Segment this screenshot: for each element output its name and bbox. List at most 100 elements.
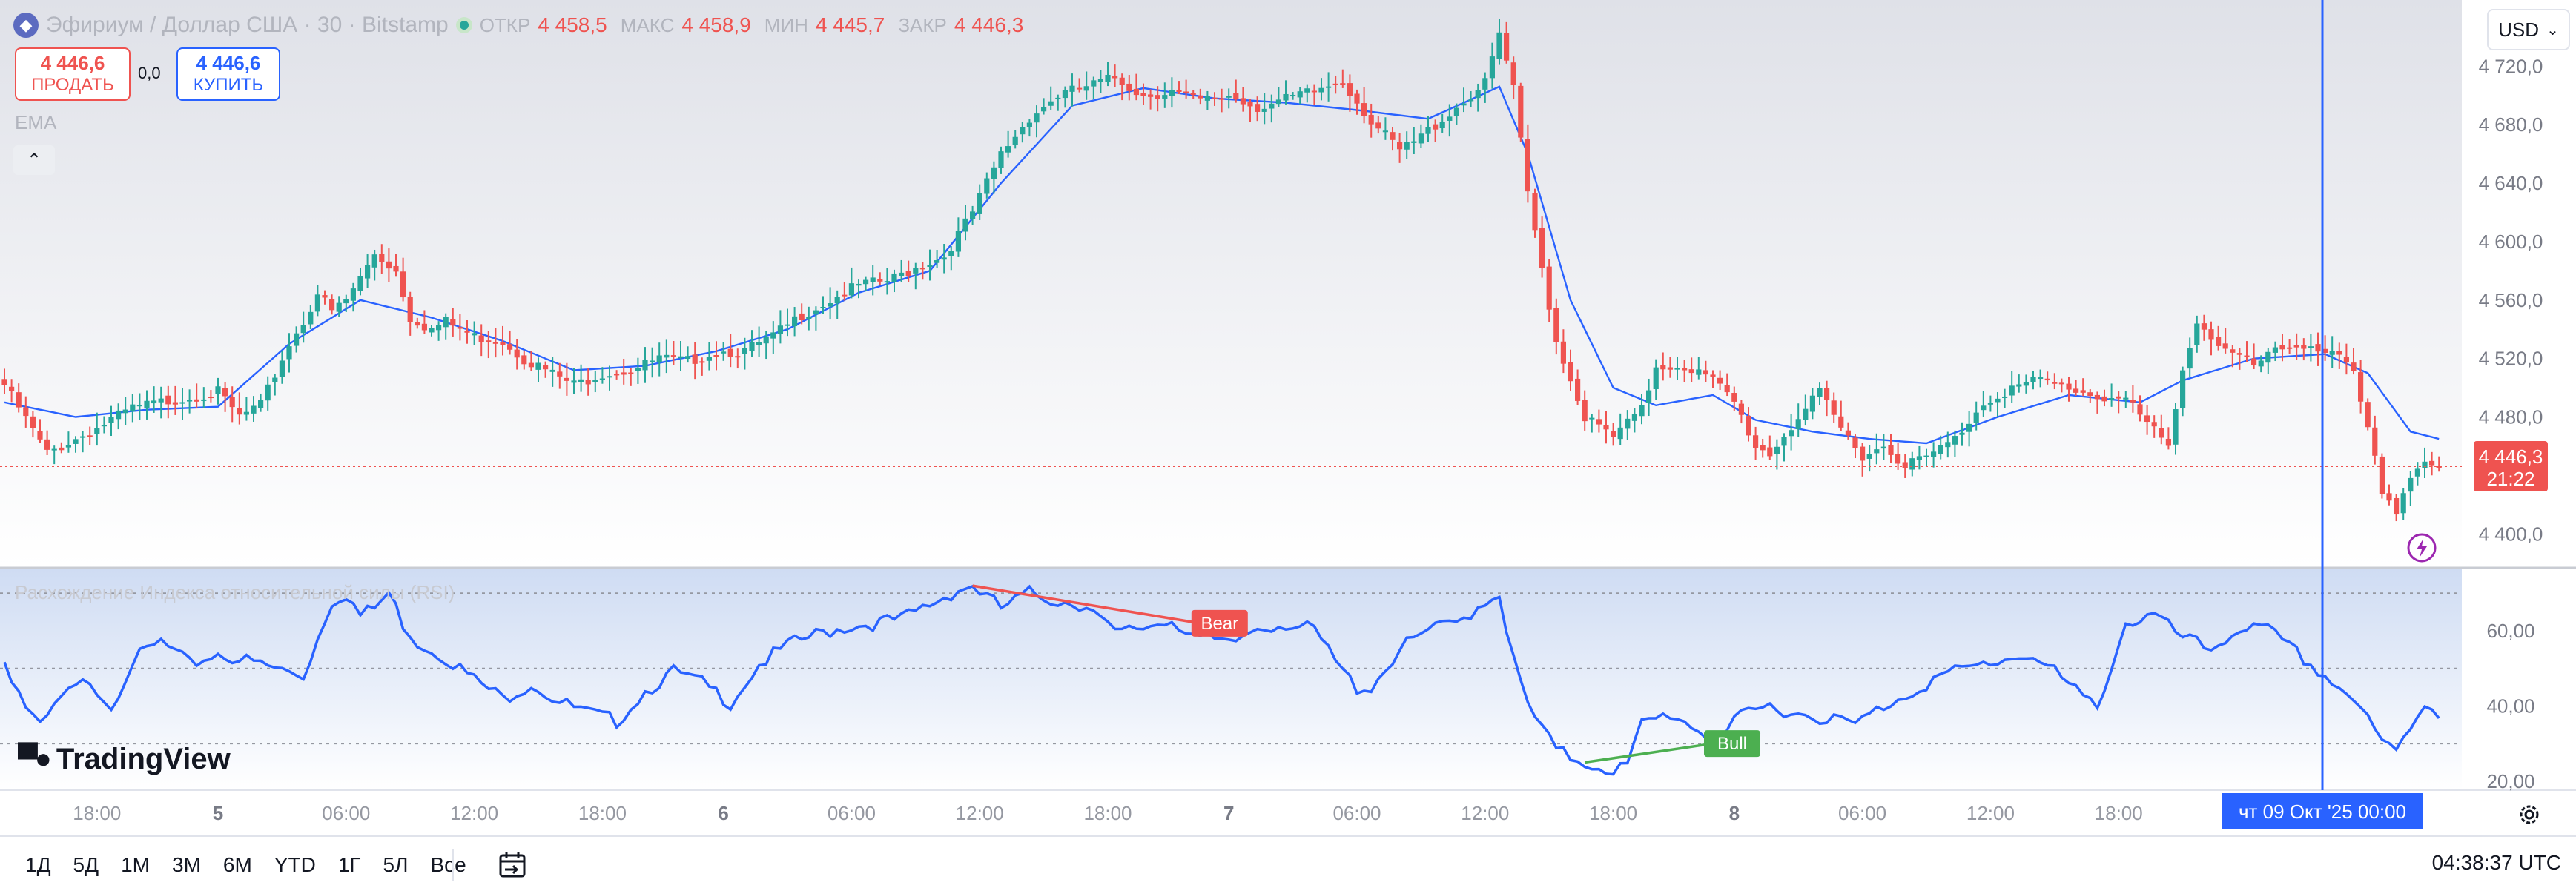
utc-clock[interactable]: 04:38:37 UTC — [2431, 851, 2561, 874]
candle — [742, 337, 747, 370]
candle-body — [535, 362, 541, 370]
range-button[interactable]: Все — [430, 853, 466, 876]
time-axis[interactable]: 18:00 5 06:00 12:00 18:00 6 06:00 12:00 18:00 7 06… — [73, 793, 2423, 829]
spread-value: 0,0 — [138, 64, 161, 82]
candle — [1795, 403, 1801, 437]
candle — [913, 262, 919, 290]
gear-icon[interactable] — [2517, 802, 2542, 827]
candle — [891, 269, 897, 293]
candle-body — [1902, 462, 1908, 468]
candle-body — [806, 317, 812, 319]
range-button[interactable]: 1Г — [337, 853, 361, 876]
candle — [1255, 96, 1261, 122]
currency-select[interactable]: USD ⌄ — [2487, 9, 2570, 50]
candle-body — [1119, 77, 1125, 85]
rsi-axis[interactable]: 60,00 40,00 20,00 — [2486, 620, 2534, 792]
candle — [2236, 348, 2242, 370]
candle — [919, 262, 925, 280]
candle-body — [1703, 370, 1708, 375]
candle-body — [279, 360, 285, 377]
candle-body — [1275, 99, 1281, 105]
sell-button[interactable]: 4 446,6 ПРОДАТЬ — [15, 47, 131, 101]
candle-body — [1169, 90, 1175, 96]
flash-icon[interactable] — [2407, 533, 2437, 563]
time-tick-label: 06:00 — [1838, 802, 1886, 824]
candle — [1646, 378, 1652, 417]
candle — [721, 342, 727, 361]
candle — [51, 446, 57, 465]
candle — [984, 172, 990, 199]
range-button[interactable]: YTD — [274, 853, 316, 876]
candle-body — [721, 351, 727, 354]
bear-label: Bear — [1201, 614, 1238, 634]
candle — [1005, 130, 1011, 158]
candle-body — [813, 310, 819, 315]
tradingview-logo[interactable]: ▀● TradingView — [18, 743, 231, 776]
candle — [1340, 69, 1346, 88]
candle — [2180, 366, 2186, 417]
candle-body — [970, 211, 976, 219]
ethereum-icon: ◆ — [13, 13, 39, 38]
candle — [692, 342, 698, 380]
candle — [2308, 334, 2314, 362]
rsi-legend[interactable]: Расхождение Индекса относительной силы (… — [15, 581, 455, 603]
candle — [1959, 422, 1965, 446]
candle-body — [1688, 369, 1694, 374]
candle-body — [656, 355, 662, 362]
candle-body — [977, 193, 982, 214]
candle-body — [785, 324, 790, 326]
candle — [941, 243, 947, 274]
candle-body — [1048, 101, 1054, 106]
candle-body — [2151, 422, 2157, 427]
candle-body — [1696, 369, 1702, 375]
candle-body — [941, 257, 947, 260]
candle-body — [1020, 127, 1026, 135]
candle-body — [1803, 408, 1809, 420]
buy-button[interactable]: 4 446,6 КУПИТЬ — [176, 47, 280, 101]
candle — [1546, 259, 1552, 322]
candle — [1418, 124, 1424, 148]
range-button[interactable]: 1Д — [25, 853, 51, 876]
candle — [535, 357, 541, 382]
candle-body — [2116, 396, 2121, 399]
collapse-legend-button[interactable]: ⌃ — [13, 145, 55, 175]
candle — [1803, 394, 1809, 426]
candle — [2151, 415, 2157, 438]
ema-legend[interactable]: EMA — [15, 111, 57, 133]
calendar-range-icon[interactable] — [498, 850, 527, 880]
candle-body — [2265, 351, 2271, 363]
range-button[interactable]: 6М — [222, 853, 252, 876]
candle — [1631, 408, 1637, 433]
candle-body — [243, 411, 249, 415]
candle-body — [194, 399, 199, 402]
time-tick-label: 7 — [1223, 802, 1234, 824]
symbol-title[interactable]: Эфириум / Доллар США · 30 · Bitstamp — [46, 13, 449, 37]
candle-body — [2144, 415, 2150, 423]
candle-body — [1176, 90, 1182, 92]
candle-body — [1931, 451, 1937, 457]
price-tick-label: 4 640,0 — [2479, 172, 2543, 194]
candle-body — [1789, 430, 1794, 437]
candle-body — [1397, 142, 1403, 150]
candle-body — [130, 404, 136, 412]
candle — [834, 290, 840, 319]
candle — [1233, 79, 1239, 103]
time-tick-label: 18:00 — [1589, 802, 1637, 824]
range-button[interactable]: 1М — [121, 853, 150, 876]
candle-body — [2379, 456, 2385, 494]
candle-body — [265, 384, 271, 401]
candle — [1297, 87, 1303, 105]
range-button[interactable]: 5Л — [383, 853, 409, 876]
candle-body — [1126, 83, 1132, 91]
range-button[interactable]: 3М — [172, 853, 201, 876]
candle — [2130, 385, 2136, 413]
candle — [899, 259, 905, 282]
price-axis[interactable]: 4 720,0 4 680,0 4 640,0 4 600,0 4 560,0 4 520… — [2474, 55, 2548, 545]
low-label: МИН — [764, 13, 808, 36]
candle-body — [2322, 348, 2328, 354]
range-button[interactable]: 5Д — [73, 853, 99, 876]
candle — [2044, 371, 2050, 385]
candle-body — [2287, 347, 2293, 349]
candle — [706, 341, 712, 371]
